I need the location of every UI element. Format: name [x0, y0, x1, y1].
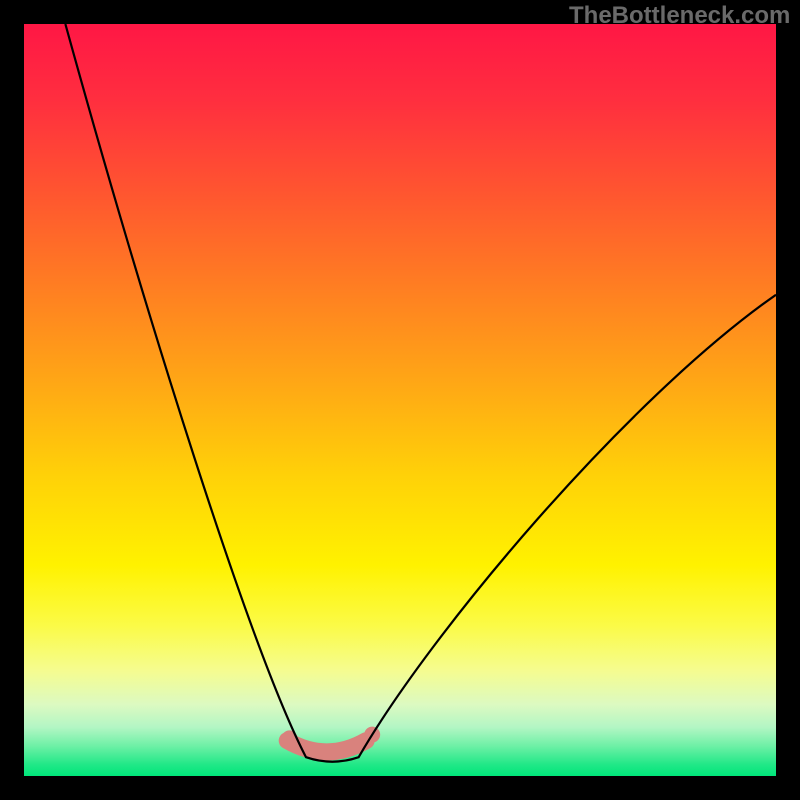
gradient-background: [24, 24, 776, 776]
watermark-text: TheBottleneck.com: [569, 2, 790, 30]
bottleneck-chart: [24, 24, 776, 776]
